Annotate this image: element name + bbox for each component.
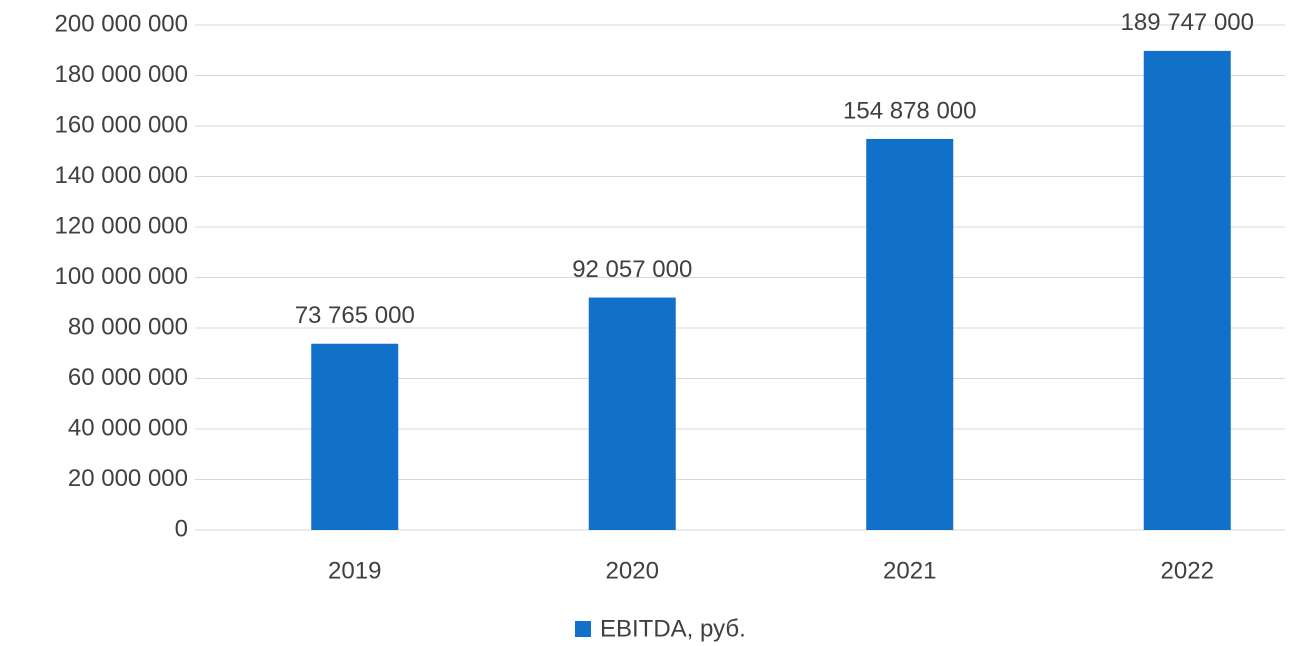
bar: [311, 344, 398, 530]
data-label: 92 057 000: [572, 256, 692, 283]
page: 0 20 000 000 40 000 000 60 000 000 80 000 00…: [0, 0, 1316, 646]
y-tick-label: 100 000 000: [55, 263, 188, 290]
y-tick-label: 0: [175, 515, 188, 542]
y-tick-label: 60 000 000: [68, 364, 188, 391]
data-label: 73 765 000: [295, 302, 415, 329]
bar: [866, 139, 953, 530]
x-tick-label: 2019: [328, 557, 381, 584]
chart: 0 20 000 000 40 000 000 60 000 000 80 000 00…: [0, 0, 1316, 646]
y-tick-label: 180 000 000: [55, 61, 188, 88]
y-tick-label: 160 000 000: [55, 111, 188, 138]
y-tick-label: 20 000 000: [68, 465, 188, 492]
data-label: 154 878 000: [843, 97, 976, 124]
x-tick-label: 2021: [883, 557, 936, 584]
y-tick-label: 40 000 000: [68, 414, 188, 441]
x-tick-label: 2022: [1161, 557, 1214, 584]
y-tick-label: 200 000 000: [55, 10, 188, 37]
legend-swatch: [575, 621, 591, 637]
y-tick-label: 80 000 000: [68, 313, 188, 340]
bar: [1144, 51, 1231, 530]
x-tick-label: 2020: [606, 557, 659, 584]
data-label: 189 747 000: [1121, 9, 1254, 36]
bar: [589, 298, 676, 530]
y-tick-label: 120 000 000: [55, 212, 188, 239]
legend-label: EBITDA, руб.: [600, 615, 746, 642]
y-tick-label: 140 000 000: [55, 162, 188, 189]
